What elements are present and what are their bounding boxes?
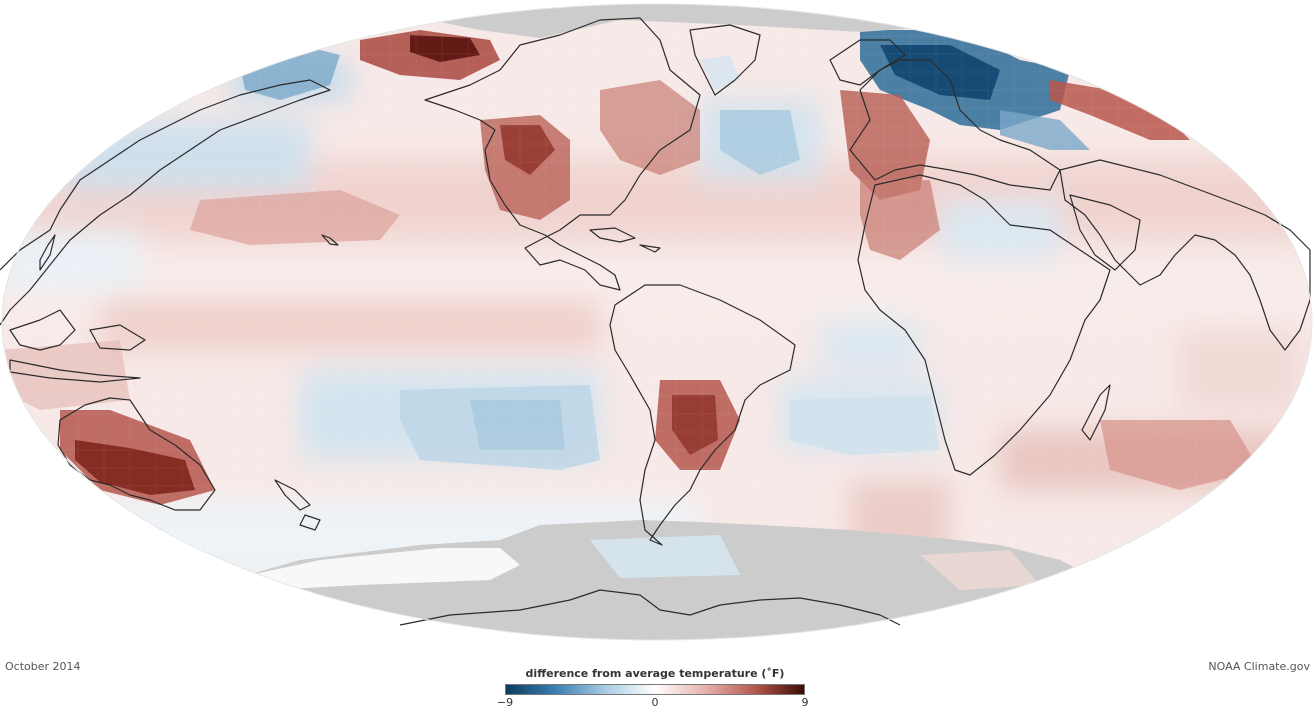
globe-outline	[1, 3, 1313, 641]
asia-outline	[1059, 159, 1311, 351]
legend-ticks: −9 0 9	[497, 695, 809, 709]
madagascar-outline	[1081, 384, 1111, 441]
legend-title: difference from average temperature (˚F)	[525, 667, 785, 680]
legend-color-bar	[505, 684, 805, 695]
japan-outline	[39, 234, 56, 271]
indonesia-outline	[9, 359, 141, 383]
hawaii-outline	[321, 234, 339, 246]
antarctica-outline	[399, 589, 901, 626]
caribbean-outline	[589, 227, 661, 253]
new-zealand-outline	[274, 479, 321, 531]
scandinavia-outline	[829, 39, 906, 86]
date-label: October 2014	[5, 660, 81, 673]
legend-min-label: −9	[496, 696, 514, 709]
new-guinea-outline	[89, 324, 146, 351]
credit-label: NOAA Climate.gov	[1208, 660, 1310, 673]
southeast-asia-outline	[9, 309, 76, 351]
arabia-outline	[1069, 194, 1141, 271]
south-america-outline	[609, 284, 796, 546]
legend-max-label: 9	[801, 696, 809, 709]
coastlines	[0, 17, 1311, 626]
world-map	[0, 3, 1313, 641]
color-legend: difference from average temperature (˚F)…	[497, 667, 809, 709]
east-asia-outline	[0, 79, 331, 326]
africa-outline	[857, 174, 1111, 476]
legend-mid-label: 0	[651, 696, 659, 709]
greenland-outline	[689, 24, 761, 96]
north-america-outline	[424, 17, 701, 291]
